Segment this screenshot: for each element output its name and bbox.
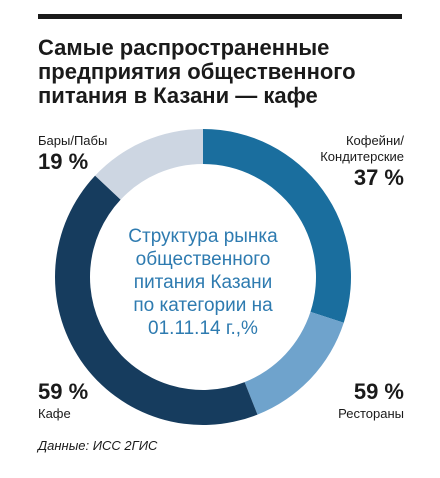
chart-title: Самые распространенные предприятия общес…: [38, 36, 418, 108]
center-line-3: питания Казани: [133, 272, 273, 293]
title-rule: [38, 14, 402, 19]
donut-slice-coffee: [203, 129, 351, 323]
title-line-2: предприятия общественного: [38, 59, 356, 84]
source-note: Данные: ИСС 2ГИС: [38, 438, 158, 453]
label-rest-name: Рестораны: [338, 406, 404, 421]
label-coffee-name-1: Кофейни/: [345, 133, 404, 148]
center-line-5: 01.11.14 г.,%: [148, 318, 258, 339]
label-coffee-name-2: Кондитерские: [320, 149, 404, 164]
label-bars-pct: 19 %: [38, 149, 89, 174]
donut-slice-restaurants: [244, 311, 344, 415]
title-line-1: Самые распространенные: [38, 35, 330, 60]
center-line-2: общественного: [135, 249, 271, 270]
donut-slice-bars: [95, 129, 203, 200]
center-caption: Структура рынка общественного питания Ка…: [112, 225, 294, 340]
label-rest-pct: 59 %: [353, 379, 404, 404]
label-bars-name: Бары/Пабы: [38, 133, 108, 148]
center-line-1: Структура рынка: [128, 226, 278, 247]
label-cafe-name: Кафе: [38, 406, 71, 421]
center-line-4: по категории на: [133, 295, 273, 316]
donut-slice-cafe: [54, 175, 258, 426]
label-coffee-pct: 37 %: [353, 165, 404, 190]
label-cafe-pct: 59 %: [38, 379, 89, 404]
title-line-3: питания в Казани — кафе: [38, 83, 318, 108]
